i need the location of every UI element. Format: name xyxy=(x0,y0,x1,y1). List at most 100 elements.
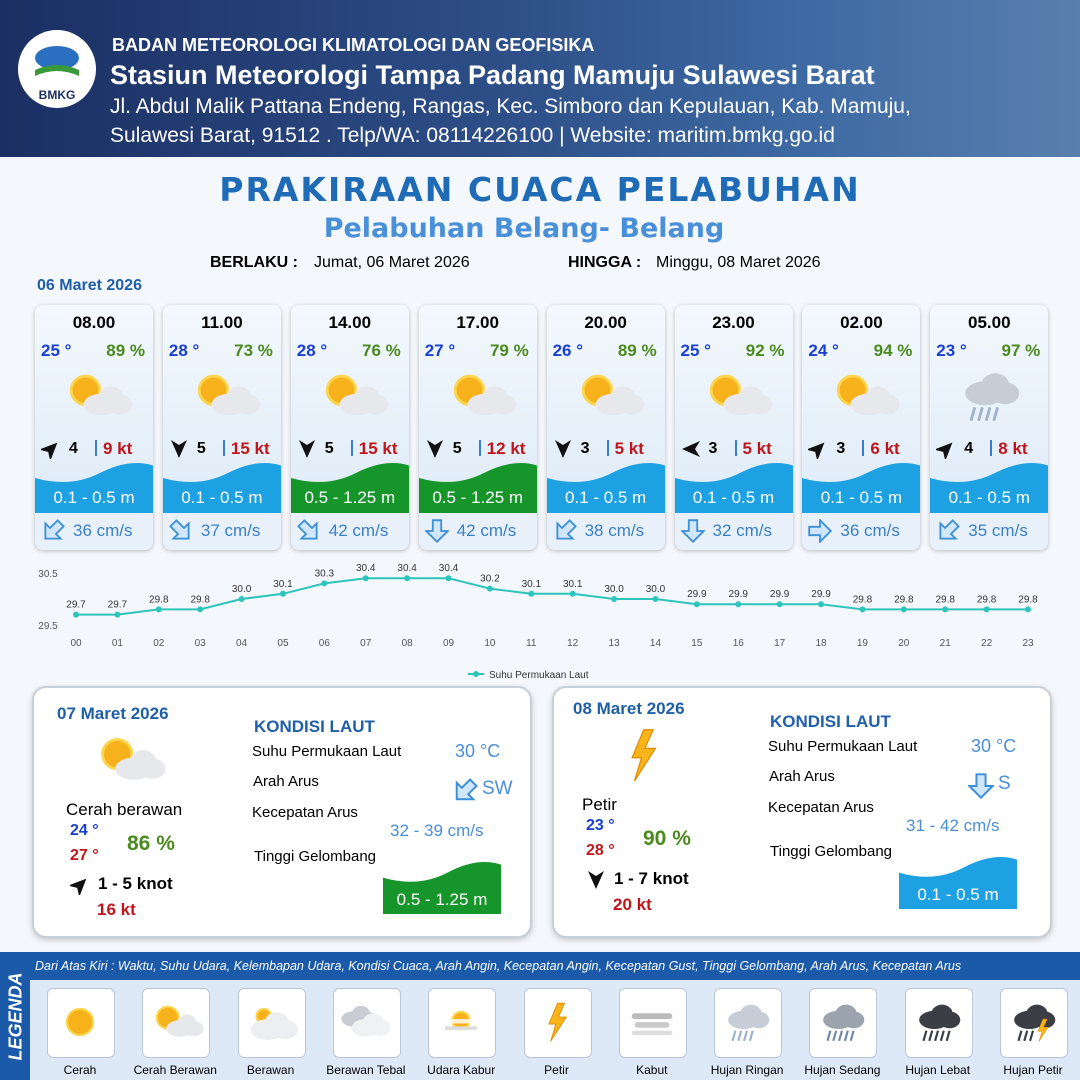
wind-arrow xyxy=(425,439,445,464)
value-label: 29.8 xyxy=(977,594,997,605)
x-tick-label: 16 xyxy=(733,638,745,649)
arrow-shape xyxy=(966,773,996,800)
wave-fill xyxy=(418,463,537,513)
temperature: 28 ° xyxy=(168,341,200,360)
wave xyxy=(802,463,921,518)
arrow xyxy=(681,441,700,457)
gust: 5 kt xyxy=(742,439,772,458)
wave-shape xyxy=(35,463,153,513)
wind-arrow xyxy=(297,439,317,464)
wind-arrow xyxy=(67,875,90,900)
point xyxy=(404,575,411,582)
wind-speed: 3 xyxy=(836,440,846,457)
rain xyxy=(743,1030,749,1042)
x-tick-label: 12 xyxy=(567,638,579,649)
legend-strip xyxy=(0,952,30,1080)
wind-speed: 1 - 5 knot xyxy=(98,874,173,893)
label: BERLAKU : xyxy=(210,254,298,271)
gust: 9 kt xyxy=(103,439,133,458)
arrow xyxy=(679,519,706,544)
forecast-card: 08.00 25 ° 89 % 4 9 kt 0.1 - 0.5 m 36 cm/s xyxy=(35,305,153,550)
point xyxy=(652,596,659,602)
rain xyxy=(748,1030,754,1042)
cloud xyxy=(1014,1004,1056,1030)
separator xyxy=(862,440,865,456)
sea-label: Suhu Permukaan Laut xyxy=(768,738,918,755)
current-speed: 32 cm/s xyxy=(712,521,773,540)
gust: 16 kt xyxy=(97,900,136,919)
rain xyxy=(832,1030,838,1042)
point xyxy=(983,606,990,613)
wind-arrow xyxy=(38,439,61,464)
x-tick-label: 15 xyxy=(691,638,703,649)
point xyxy=(693,601,700,608)
weather-icon xyxy=(313,367,389,425)
wave xyxy=(899,857,1017,914)
address: Jl. Abdul Malik Pattana Endeng, Rangas, … xyxy=(110,95,911,118)
weather-icon xyxy=(813,996,871,1048)
icon xyxy=(918,1004,960,1042)
current-arrow xyxy=(936,519,961,548)
value-label: 29.9 xyxy=(811,589,831,600)
x-tick-label: 01 xyxy=(112,638,124,649)
rain xyxy=(922,1030,928,1042)
arrow xyxy=(806,442,825,462)
rain xyxy=(985,407,992,422)
arrow xyxy=(939,519,961,540)
legend-label: Suhu Permukaan Laut xyxy=(489,670,589,681)
current-arrow xyxy=(966,773,996,804)
wave-height: 0.5 - 1.25 m xyxy=(304,488,396,507)
current-direction: SW xyxy=(482,778,513,799)
legend-label: Berawan xyxy=(246,1063,295,1077)
rain xyxy=(945,1030,951,1042)
fog xyxy=(634,1022,670,1028)
value-label: 29.7 xyxy=(108,600,128,611)
icon xyxy=(965,373,1020,422)
bolt xyxy=(1037,1018,1049,1042)
arrow-shape xyxy=(67,878,87,898)
temperature: 25 ° xyxy=(680,341,711,360)
arrow-shape xyxy=(44,519,65,540)
haze xyxy=(445,1026,478,1030)
wave xyxy=(162,463,281,518)
value-label: 30.0 xyxy=(604,584,624,595)
icon xyxy=(250,1007,298,1040)
cloud xyxy=(728,1004,770,1030)
wave xyxy=(674,463,793,518)
wave-height: 0.5 - 1.25 m xyxy=(396,890,488,909)
cloud xyxy=(339,386,389,416)
separator xyxy=(478,440,481,456)
weather-icon xyxy=(952,367,1028,425)
current-speed: 42 cm/s xyxy=(456,521,517,540)
icon xyxy=(823,1004,865,1042)
legend-label: Hujan Ringan xyxy=(710,1063,784,1077)
legend-label: Hujan Petir xyxy=(1003,1063,1063,1077)
y-tick-label: 29.5 xyxy=(38,621,58,632)
cloud xyxy=(467,386,517,416)
weather-icon xyxy=(528,996,586,1048)
cloud xyxy=(115,750,166,780)
x-tick-label: 17 xyxy=(774,638,786,649)
point xyxy=(197,606,204,613)
station: Stasiun Meteorologi Tampa Padang Mamuju … xyxy=(110,60,875,90)
humidity: 94 % xyxy=(873,341,913,360)
wave-height: 0.1 - 0.5 m xyxy=(181,488,263,507)
time: 08.00 xyxy=(72,313,116,332)
weather-icon xyxy=(604,725,682,785)
point xyxy=(611,596,618,602)
x-tick-label: 02 xyxy=(153,638,165,649)
weather-icon xyxy=(51,996,109,1048)
temp-max: 27 ° xyxy=(70,847,99,864)
legend-label: Udara Kabur xyxy=(427,1063,496,1077)
wind-arrow xyxy=(169,439,189,464)
condition: Cerah berawan xyxy=(66,800,183,819)
separator xyxy=(990,440,993,456)
arrow-shape xyxy=(934,442,953,462)
wind-speed: 1 - 7 knot xyxy=(614,869,689,888)
sea-label: Arah Arus xyxy=(253,773,319,790)
x-tick-label: 00 xyxy=(70,638,82,649)
wave xyxy=(546,463,665,518)
current-arrow xyxy=(423,519,450,548)
logo-shape xyxy=(35,65,79,76)
forecast-card: 11.00 28 ° 73 % 5 15 kt 0.1 - 0.5 m 37 cm/s xyxy=(162,305,281,550)
